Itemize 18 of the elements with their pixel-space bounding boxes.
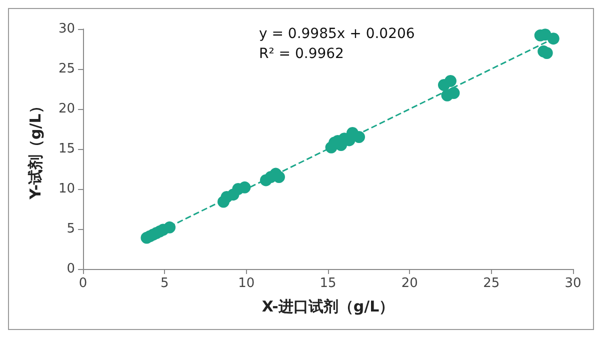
y-tick-label: 0 bbox=[66, 262, 75, 276]
x-tick-label: 15 bbox=[320, 276, 336, 291]
y-tick-label: 20 bbox=[58, 102, 75, 116]
annotation: y = 0.9985x + 0.0206 bbox=[258, 26, 415, 42]
y-tick-label: 15 bbox=[58, 142, 75, 156]
annotation: R² = 0.9962 bbox=[258, 46, 344, 62]
y-tick-label: 30 bbox=[58, 22, 75, 36]
x-tick-label: 5 bbox=[160, 276, 169, 291]
x-tick-label: 25 bbox=[483, 276, 500, 291]
y-axis-title: Y-试剂（g/L） bbox=[26, 98, 44, 200]
y-tick-label: 10 bbox=[58, 182, 75, 196]
x-axis-title: X-进口试剂（g/L） bbox=[262, 298, 394, 316]
y-tick-label: 25 bbox=[58, 62, 75, 76]
y-tick-label: 5 bbox=[66, 222, 75, 236]
x-tick-label: 0 bbox=[78, 276, 88, 291]
x-tick-label: 10 bbox=[238, 276, 255, 291]
x-tick-label: 30 bbox=[564, 276, 582, 291]
x-tick-label: 20 bbox=[401, 276, 418, 291]
